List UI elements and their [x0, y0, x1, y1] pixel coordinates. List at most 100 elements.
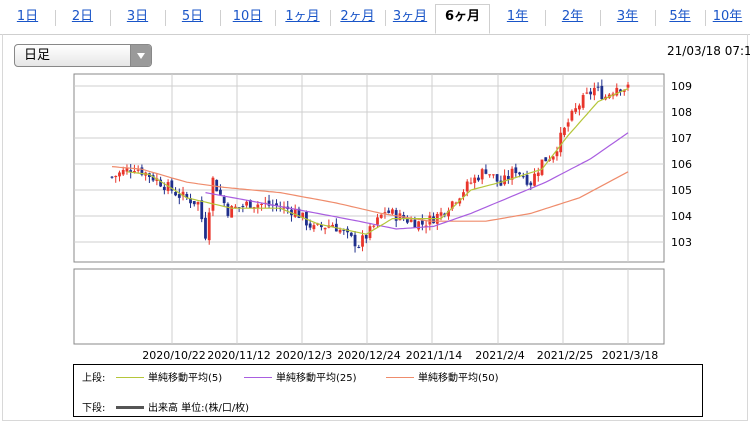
candle-body: [204, 217, 207, 239]
tab-3[interactable]: 3日: [126, 9, 149, 24]
candle-body: [297, 208, 301, 218]
tab-13[interactable]: 5年: [669, 9, 691, 24]
candle-body: [162, 186, 166, 191]
x-tick-label: 2021/2/25: [537, 349, 593, 362]
tab-8[interactable]: 3ヶ月: [392, 9, 428, 24]
candle-body: [364, 234, 368, 239]
tab-separator: [545, 10, 546, 26]
candle-body: [491, 174, 495, 176]
candle-body: [181, 191, 185, 197]
candle-body: [563, 127, 566, 136]
tab-12[interactable]: 3年: [616, 9, 639, 24]
y-tick-label: 107: [671, 132, 692, 145]
candle-body: [477, 177, 480, 181]
x-tick-label: 2020/12/24: [337, 349, 400, 362]
ma25-line: [205, 132, 629, 230]
tab-7[interactable]: 2ヶ月: [340, 9, 375, 24]
y-tick-label: 104: [671, 210, 692, 223]
ma25-line-icon: [244, 376, 272, 378]
chevron-down-icon[interactable]: [130, 45, 151, 66]
candle-body: [536, 172, 540, 176]
tab-separator: [705, 10, 706, 26]
candle-body: [293, 208, 297, 217]
candle-body: [592, 87, 596, 96]
candle-body: [574, 108, 578, 112]
candle-body: [189, 198, 192, 204]
tab-4[interactable]: 5日: [181, 9, 204, 24]
y-tick-label: 109: [671, 80, 692, 93]
x-tick-label: 2020/10/22: [142, 349, 205, 362]
candle-body: [177, 194, 181, 198]
candle-body: [219, 189, 222, 195]
ma50-line-icon: [386, 376, 414, 378]
candle-body: [413, 219, 417, 228]
candle-body: [506, 175, 510, 180]
candle-body: [581, 95, 585, 108]
candle-body: [174, 191, 177, 196]
tab-10[interactable]: 1年: [506, 9, 529, 24]
candle-body: [376, 217, 379, 225]
candle-body: [484, 169, 488, 174]
tab-2[interactable]: 2日: [71, 9, 94, 24]
legend-ma5-label: 単純移動平均(5): [148, 373, 223, 384]
candle-body: [428, 215, 432, 225]
candle-body: [185, 193, 189, 198]
tab-14[interactable]: 10年: [712, 9, 743, 24]
tab-9[interactable]: 6ヶ月: [435, 4, 490, 34]
candle-body: [533, 173, 536, 186]
candle-body: [447, 210, 450, 217]
legend-upper-label: 上段:: [82, 373, 106, 384]
candle-body: [379, 214, 383, 218]
candle-body: [585, 92, 589, 94]
candle-body: [615, 87, 619, 96]
tab-11[interactable]: 2年: [561, 9, 584, 24]
candle-body: [230, 206, 234, 218]
tab-1[interactable]: 1日: [16, 9, 39, 24]
candle-body: [577, 105, 581, 110]
candle-body: [361, 235, 364, 247]
x-tick-label: 2021/1/14: [406, 349, 462, 362]
candle-body: [301, 212, 305, 218]
candle-body: [596, 86, 600, 88]
tab-6[interactable]: 1ヶ月: [285, 9, 320, 24]
candle-body: [159, 179, 163, 187]
candle-body: [391, 209, 394, 214]
legend-lower-label: 下段:: [82, 403, 106, 414]
period-select[interactable]: 日足: [14, 44, 152, 67]
candle-body: [151, 175, 155, 181]
legend-lower-row: 下段: 出来高 単位:(株/口/枚): [82, 399, 692, 414]
tab-separator: [220, 10, 221, 26]
legend-volume: 出来高 単位:(株/口/枚): [112, 399, 249, 414]
x-tick-label: 2021/2/4: [475, 349, 524, 362]
legend-ma25: 単純移動平均(25): [240, 369, 357, 384]
candle-body: [140, 167, 144, 175]
candle-body: [118, 172, 121, 177]
candle-body: [129, 170, 133, 173]
candle-body: [439, 212, 443, 216]
tab-separator: [110, 10, 111, 26]
tab-5[interactable]: 10日: [232, 9, 263, 24]
timestamp: 21/03/18 07:1: [667, 44, 750, 58]
y-tick-label: 103: [671, 236, 692, 249]
candle-body: [462, 192, 465, 197]
legend-volume-label: 出来高 単位:(株/口/枚): [148, 403, 250, 414]
candle-body: [147, 173, 151, 178]
candle-body: [331, 224, 335, 227]
legend-ma5: 単純移動平均(5): [112, 369, 222, 384]
candle-body: [245, 201, 249, 206]
candle-body: [540, 159, 544, 175]
volume-line-icon: [116, 405, 144, 409]
legend-upper-row: 上段: 単純移動平均(5) 単純移動平均(25) 単純移動平均(50): [82, 369, 692, 384]
candle-body: [110, 176, 114, 178]
candle-body: [256, 204, 260, 208]
candle-body: [417, 221, 421, 230]
candle-body: [570, 110, 574, 121]
candle-body: [409, 219, 413, 222]
candle-body: [133, 171, 136, 173]
candle-body: [480, 169, 484, 180]
candle-body: [555, 151, 559, 157]
ma5-line-icon: [116, 376, 144, 378]
candle-body: [241, 206, 245, 208]
candle-body: [207, 212, 211, 241]
candle-body: [405, 218, 409, 223]
